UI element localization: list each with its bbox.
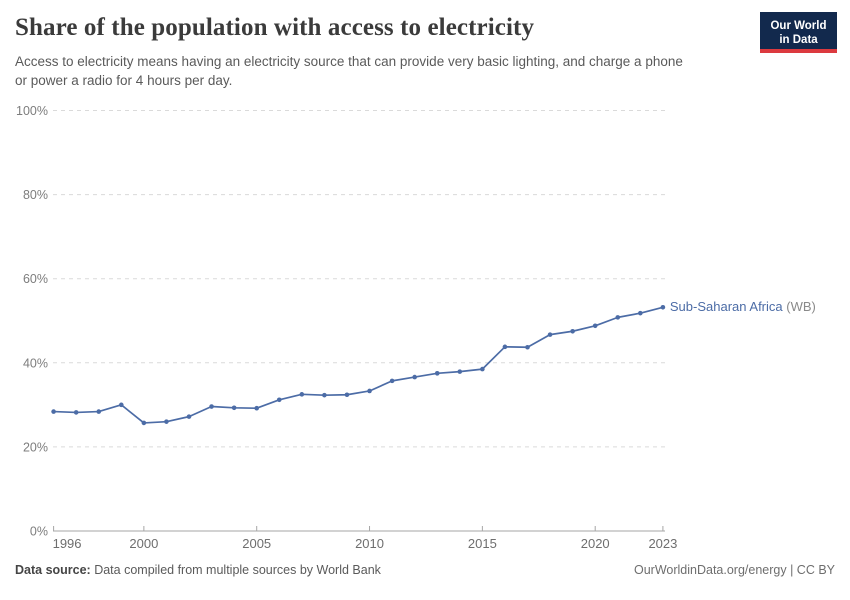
data-point-2015[interactable]: [480, 366, 485, 372]
data-point-1998[interactable]: [96, 409, 102, 414]
data-point-2005[interactable]: [254, 405, 259, 411]
data-point-2002[interactable]: [186, 414, 192, 419]
x-tick-label-2023: 2023: [648, 536, 677, 551]
data-point-2023[interactable]: [660, 304, 666, 310]
series-name[interactable]: Sub-Saharan Africa: [669, 299, 783, 315]
data-point-2013[interactable]: [434, 371, 440, 376]
y-tick-label-100: 100%: [16, 104, 48, 118]
y-tick-label-20: 20%: [23, 440, 48, 454]
data-point-2016[interactable]: [502, 344, 508, 350]
data-point-2011[interactable]: [389, 378, 395, 384]
data-point-2022[interactable]: [638, 310, 643, 316]
x-tick-label-2005: 2005: [242, 536, 271, 551]
y-tick-label-40: 40%: [23, 356, 48, 370]
data-point-2001[interactable]: [164, 419, 169, 424]
data-point-2012[interactable]: [412, 374, 417, 380]
data-point-2008[interactable]: [322, 392, 327, 398]
data-point-2003[interactable]: [209, 404, 214, 409]
y-tick-label-80: 80%: [23, 188, 48, 202]
owid-logo-line2: in Data: [779, 34, 818, 47]
data-point-2010[interactable]: [367, 388, 372, 394]
data-point-2018[interactable]: [547, 332, 553, 337]
subtitle-line-1: Access to electricity means having an el…: [15, 53, 683, 69]
chart-header: Share of the population with access to e…: [15, 14, 750, 90]
owid-logo-accent-bar: [760, 48, 837, 53]
data-point-2021[interactable]: [615, 315, 621, 320]
series-name-suffix: (WB): [782, 299, 816, 315]
data-point-2006[interactable]: [276, 397, 282, 403]
data-point-1997[interactable]: [73, 410, 79, 415]
credit-link[interactable]: OurWorldinData.org/energy | CC BY: [633, 563, 835, 577]
series-end-label[interactable]: Sub-Saharan Africa (WB): [670, 299, 816, 314]
series-line: [52, 306, 664, 424]
data-point-2009[interactable]: [344, 392, 350, 398]
x-tick-label-2010: 2010: [355, 536, 384, 551]
data-point-2017[interactable]: [525, 344, 530, 350]
x-tick-label-2015: 2015: [468, 536, 497, 551]
y-tick-label-60: 60%: [23, 272, 48, 286]
data-source-label: Data source:: [15, 563, 91, 577]
data-source-text: Data compiled from multiple sources by W…: [90, 563, 381, 577]
chart-subtitle: Access to electricity means having an el…: [15, 52, 750, 90]
owid-logo-line1: Our World: [770, 20, 827, 32]
chart-title: Share of the population with access to e…: [15, 14, 535, 41]
x-tick-label-2000: 2000: [129, 536, 158, 551]
subtitle-line-2: or power a radio for 4 hours per day.: [15, 72, 233, 88]
y-tick-label-0: 0%: [30, 525, 48, 539]
x-tick-label-2020: 2020: [581, 536, 610, 551]
data-source-note: Data source: Data compiled from multiple…: [15, 563, 381, 577]
data-point-2020[interactable]: [592, 323, 598, 329]
data-point-1999[interactable]: [119, 402, 124, 408]
chart-footer: Data source: Data compiled from multiple…: [15, 563, 835, 577]
data-point-2019[interactable]: [570, 328, 575, 334]
data-point-2014[interactable]: [457, 369, 463, 374]
owid-logo[interactable]: Our World in Data: [760, 12, 837, 53]
x-tick-label-1996: 1996: [53, 536, 82, 551]
data-point-1996[interactable]: [51, 409, 56, 414]
data-point-2000[interactable]: [141, 420, 147, 426]
data-point-2007[interactable]: [299, 392, 305, 397]
data-point-2004[interactable]: [231, 405, 237, 411]
